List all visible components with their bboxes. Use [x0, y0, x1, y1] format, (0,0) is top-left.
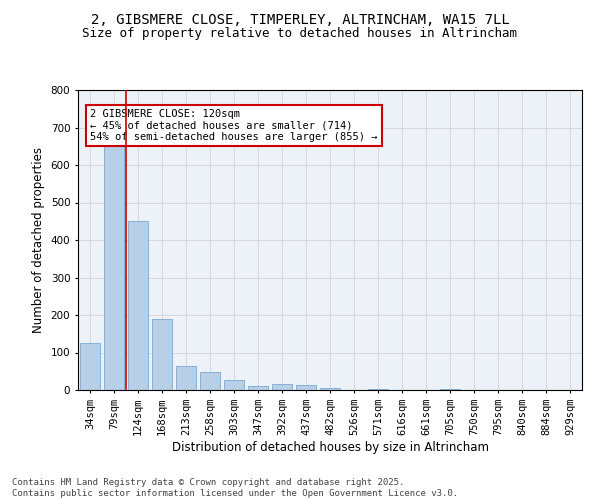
Bar — [176, 366, 196, 390]
Bar — [296, 385, 316, 390]
Bar — [440, 389, 460, 390]
Bar — [272, 384, 292, 390]
Text: Size of property relative to detached houses in Altrincham: Size of property relative to detached ho… — [83, 28, 517, 40]
Bar — [368, 388, 388, 390]
Bar — [248, 386, 268, 390]
Bar — [224, 380, 244, 390]
Bar — [320, 388, 340, 390]
Text: 2, GIBSMERE CLOSE, TIMPERLEY, ALTRINCHAM, WA15 7LL: 2, GIBSMERE CLOSE, TIMPERLEY, ALTRINCHAM… — [91, 12, 509, 26]
X-axis label: Distribution of detached houses by size in Altrincham: Distribution of detached houses by size … — [172, 440, 488, 454]
Bar — [128, 220, 148, 390]
Y-axis label: Number of detached properties: Number of detached properties — [32, 147, 45, 333]
Text: 2 GIBSMERE CLOSE: 120sqm
← 45% of detached houses are smaller (714)
54% of semi-: 2 GIBSMERE CLOSE: 120sqm ← 45% of detach… — [90, 109, 378, 142]
Text: Contains HM Land Registry data © Crown copyright and database right 2025.
Contai: Contains HM Land Registry data © Crown c… — [12, 478, 458, 498]
Bar — [104, 140, 124, 390]
Bar — [152, 319, 172, 390]
Bar — [200, 372, 220, 390]
Bar — [80, 343, 100, 390]
